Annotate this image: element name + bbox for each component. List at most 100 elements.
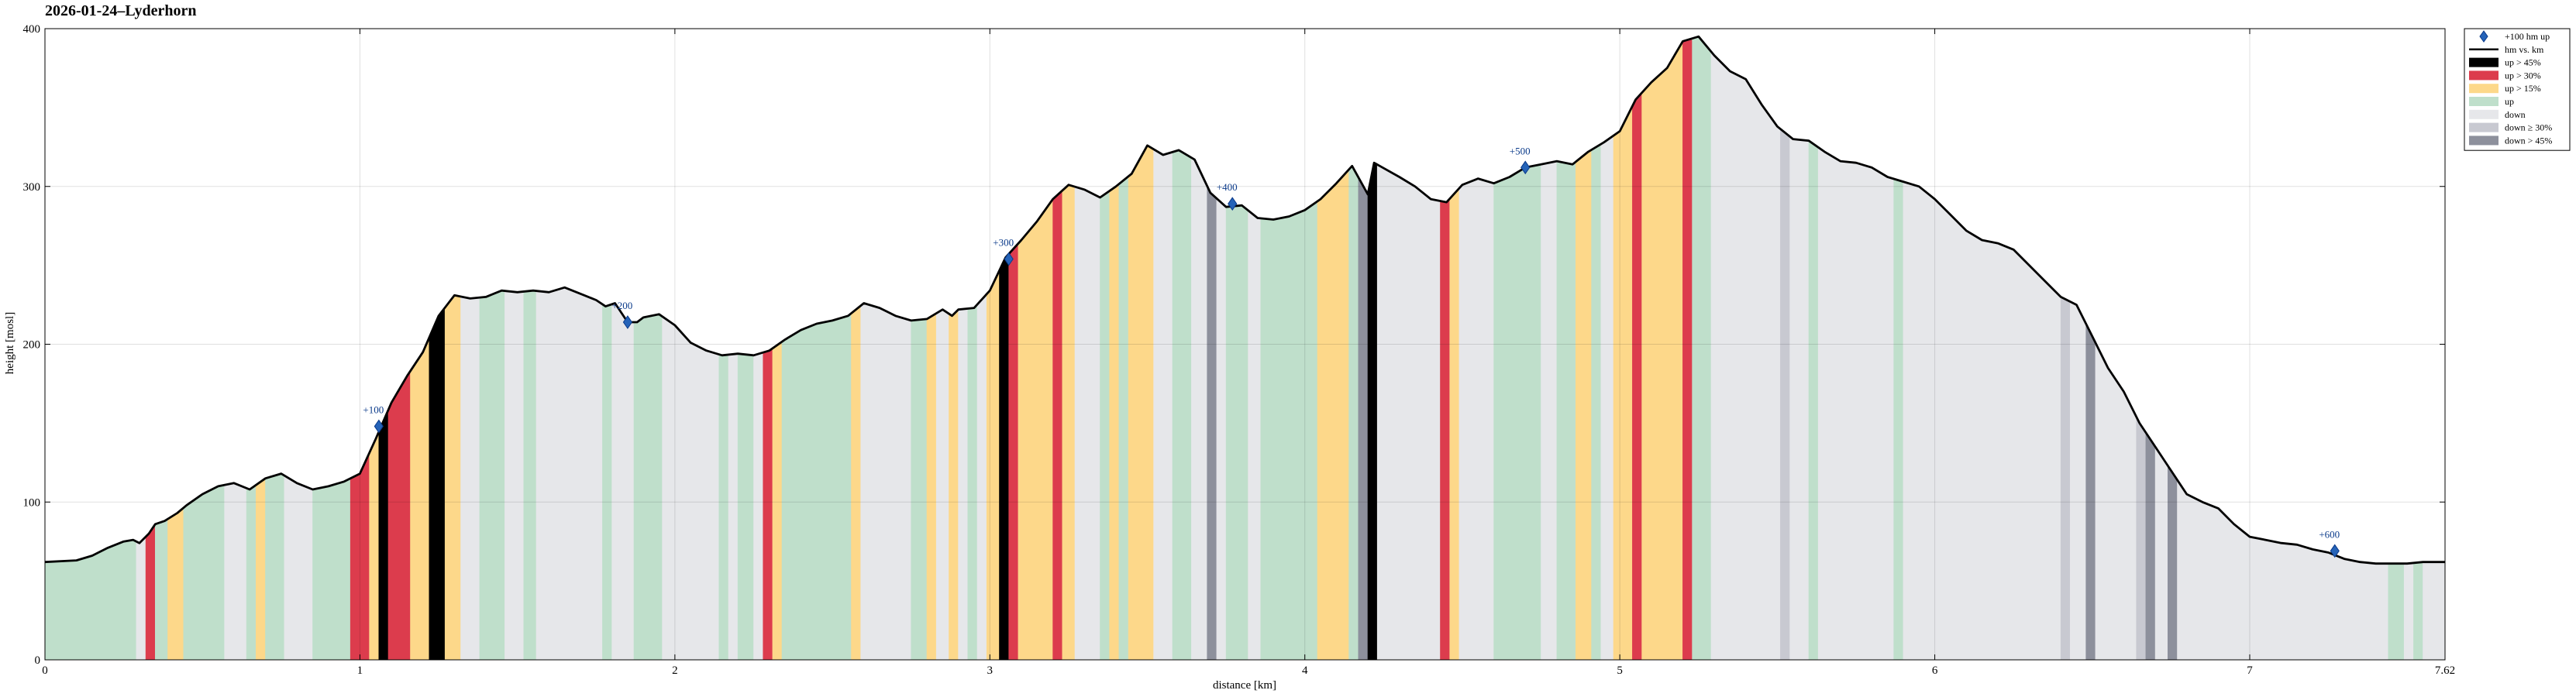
slope-band-28 (718, 354, 729, 661)
legend-swatch-0 (2479, 30, 2488, 43)
slope-band-61 (1248, 210, 1262, 661)
profile-line-group (44, 35, 2445, 565)
slope-band-32 (763, 348, 773, 661)
slope-band-45 (999, 253, 1009, 661)
slope-band-63 (1317, 168, 1349, 661)
slope-band-17 (429, 307, 446, 661)
slope-band-101 (2423, 561, 2446, 661)
slope-band-48 (1052, 190, 1063, 661)
slope-band-31 (753, 352, 764, 661)
slope-band-39 (935, 309, 949, 661)
legend-swatch-2 (2469, 57, 2499, 67)
slope-band-52 (1109, 183, 1120, 661)
slope-band-75 (1591, 143, 1602, 661)
slope-bands (44, 36, 2446, 661)
slope-band-96 (2168, 465, 2178, 661)
slope-band-84 (1789, 136, 1810, 661)
slope-band-87 (1893, 178, 1904, 661)
legend-label-3: up > 30% (2505, 70, 2541, 81)
x-tick-label-2: 2 (672, 664, 678, 677)
slope-band-97 (2177, 479, 2389, 661)
slope-band-79 (1641, 40, 1683, 661)
slope-band-21 (505, 290, 525, 661)
hm-marker-label-0: +100 (363, 403, 384, 415)
slope-band-44 (986, 270, 1000, 661)
y-axis-label: height [mosl] (4, 312, 16, 374)
slope-band-29 (728, 353, 739, 661)
slope-band-94 (2145, 431, 2156, 661)
x-tick-label-4: 4 (1302, 664, 1308, 677)
slope-band-57 (1191, 157, 1207, 661)
y-tick-label-2: 200 (23, 339, 41, 352)
slope-band-46 (1008, 242, 1019, 661)
slope-band-55 (1153, 149, 1173, 661)
slope-band-20 (479, 290, 505, 661)
slope-band-62 (1260, 201, 1318, 661)
y-tick-label-0: 0 (35, 654, 41, 667)
slope-band-99 (2403, 562, 2414, 661)
slope-band-3 (155, 518, 168, 661)
slope-band-16 (410, 337, 430, 661)
slope-band-60 (1225, 204, 1248, 661)
slope-band-8 (255, 478, 266, 661)
x-tick-label-3: 3 (987, 664, 994, 677)
slope-band-90 (2070, 301, 2086, 661)
legend-label-2: up > 45% (2505, 57, 2541, 68)
slope-band-80 (1682, 38, 1693, 661)
slope-band-15 (387, 370, 411, 661)
slope-band-82 (1710, 50, 1781, 661)
slope-band-64 (1348, 165, 1359, 661)
legend-label-7: down ≥ 30% (2505, 122, 2552, 133)
slope-band-67 (1376, 163, 1441, 661)
slope-band-66 (1367, 162, 1378, 661)
slope-band-1 (136, 536, 146, 661)
slope-band-54 (1128, 145, 1154, 661)
x-axis-label: distance [km] (1213, 679, 1276, 692)
x-tick-label-5: 5 (1617, 664, 1623, 677)
legend-label-0: +100 hm up (2505, 31, 2550, 42)
slope-band-91 (2085, 323, 2096, 661)
slope-band-89 (2060, 296, 2071, 661)
hm-marker-3 (1228, 197, 1238, 211)
legend-swatch-3 (2469, 70, 2499, 81)
hm-up-markers: +100 +200 +300 +400 +500 +600 (363, 145, 2340, 558)
chart-title: 2026-01-24–Lyderhorn (45, 2, 197, 19)
slope-band-14 (378, 410, 389, 661)
slope-band-4 (167, 507, 184, 661)
slope-band-88 (1903, 181, 2061, 661)
legend-label-5: up (2505, 96, 2514, 107)
slope-band-77 (1613, 105, 1633, 661)
x-tick-label-6: 6 (1932, 664, 1938, 677)
slope-band-49 (1062, 184, 1076, 661)
legend-swatch-7 (2469, 122, 2499, 132)
y-tick-label-3: 300 (23, 181, 41, 194)
slope-band-35 (851, 305, 861, 661)
slope-band-68 (1440, 197, 1450, 661)
legend-label-6: down (2505, 109, 2526, 120)
slope-band-100 (2413, 561, 2423, 661)
y-tick-label-1: 100 (23, 496, 41, 509)
slope-band-41 (958, 308, 969, 661)
legend-swatch-5 (2469, 97, 2499, 106)
slope-band-58 (1207, 186, 1217, 661)
grid-lines (45, 29, 2445, 660)
slope-band-33 (772, 341, 783, 661)
slope-band-43 (976, 293, 987, 661)
slope-band-81 (1692, 36, 1712, 661)
slope-band-23 (536, 287, 603, 661)
slope-band-92 (2095, 342, 2137, 661)
hm-marker-4 (1520, 160, 1531, 175)
slope-band-36 (860, 303, 911, 661)
hm-marker-label-3: +400 (1217, 181, 1238, 193)
hm-marker-label-5: +600 (2319, 528, 2340, 540)
legend-swatch-6 (2469, 109, 2499, 119)
hm-marker-label-4: +500 (1510, 145, 1531, 156)
x-tick-label-7: 7 (2247, 664, 2253, 677)
slope-band-13 (369, 431, 380, 661)
slope-band-76 (1600, 135, 1614, 661)
legend-label-8: down > 45% (2505, 135, 2552, 146)
slope-band-37 (911, 318, 928, 661)
slope-band-25 (611, 303, 635, 661)
x-tick-label-1: 1 (357, 664, 363, 677)
